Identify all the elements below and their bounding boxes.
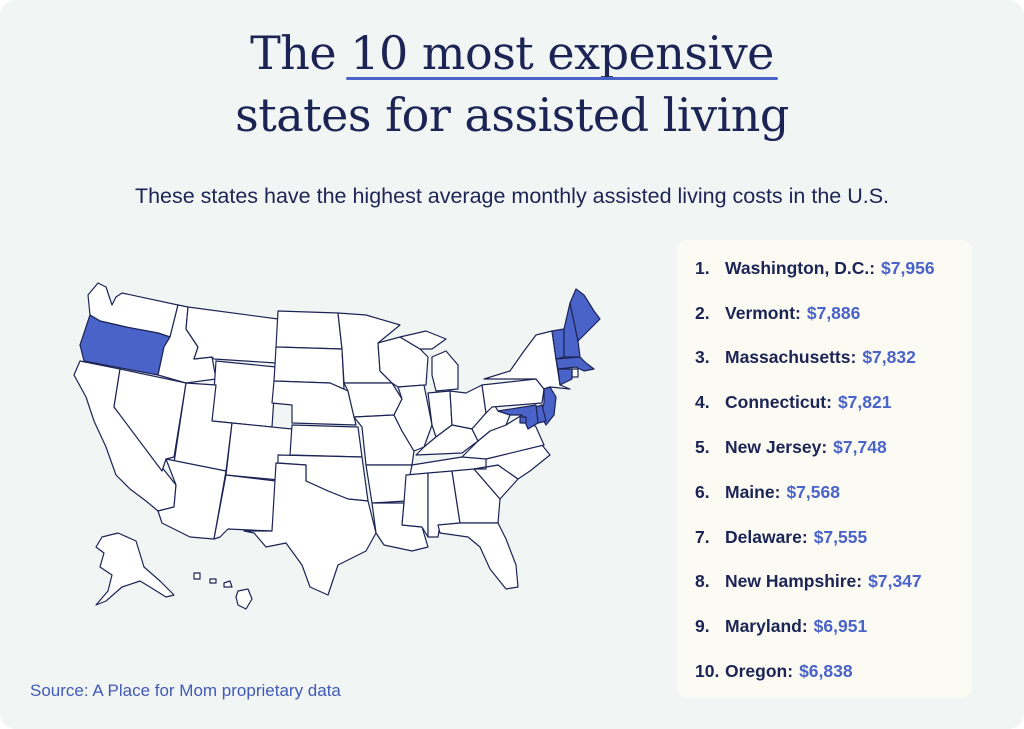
state-north-dakota (275, 310, 343, 350)
state-name: Oregon: (725, 661, 794, 681)
list-item: 10. Oregon: $6,838 (695, 661, 853, 682)
state-georgia (451, 468, 501, 524)
state-connecticut (557, 368, 573, 386)
list-item: 7. Delaware: $7,555 (695, 527, 867, 548)
list-item: 8. New Hampshire: $7,347 (695, 571, 922, 592)
state-kansas (289, 424, 363, 458)
list-item: 1. Washington, D.C.: $7,956 (695, 258, 935, 279)
ranking-list: 1. Washington, D.C.: $7,956 2. Vermont: $7,8… (677, 240, 972, 698)
title-highlight-text: 10 most expensive (350, 26, 774, 80)
cost-value: $7,748 (833, 437, 887, 457)
state-michigan (399, 330, 459, 392)
state-iowa (343, 382, 403, 418)
state-nebraska (271, 380, 357, 426)
rank-number: 7. (695, 527, 710, 547)
state-name: Vermont: (725, 303, 801, 323)
list-item: 5. New Jersey: $7,748 (695, 437, 887, 458)
list-item: 2. Vermont: $7,886 (695, 303, 860, 324)
cost-value: $7,956 (881, 258, 935, 278)
rank-number: 6. (695, 482, 710, 502)
title-highlight: 10 most expensive (346, 22, 778, 84)
state-hawaii (193, 572, 253, 610)
state-name: Delaware: (725, 527, 808, 547)
list-item: 4. Connecticut: $7,821 (695, 392, 891, 413)
list-item: 6. Maine: $7,568 (695, 482, 840, 503)
rank-number: 4. (695, 392, 710, 412)
state-name: Connecticut: (725, 392, 832, 412)
state-name: New Hampshire: (725, 571, 863, 591)
title-prefix: The (250, 26, 351, 80)
us-map (73, 282, 601, 610)
title-line-2: states for assisted living (235, 88, 789, 142)
cost-value: $6,951 (813, 616, 868, 636)
state-wyoming (211, 360, 277, 428)
cost-value: $7,347 (868, 571, 922, 591)
state-kentucky (415, 424, 479, 456)
title-line-1: The 10 most expensive (0, 22, 1024, 84)
state-name: Massachusetts: (725, 347, 857, 367)
source-note: Source: A Place for Mom proprietary data (30, 681, 341, 700)
rank-number: 5. (695, 437, 710, 457)
state-rhode-island (571, 368, 579, 378)
state-name: Maryland: (725, 616, 808, 636)
title-underline (346, 77, 778, 80)
state-alaska (95, 532, 175, 606)
cost-value: $7,832 (862, 347, 916, 367)
state-florida (437, 522, 519, 590)
list-item: 9. Maryland: $6,951 (695, 616, 867, 637)
cost-value: $7,821 (837, 392, 892, 412)
state-maine (569, 288, 601, 342)
state-name: New Jersey: (725, 437, 828, 457)
cost-value: $6,838 (799, 661, 853, 681)
state-illinois (393, 384, 433, 452)
rank-number: 9. (695, 616, 710, 636)
list-item: 3. Massachusetts: $7,832 (695, 347, 916, 368)
state-texas (243, 462, 377, 596)
rank-number: 3. (695, 347, 710, 367)
state-washington-dc (519, 416, 527, 424)
rank-number: 10. (695, 661, 720, 681)
state-name: Maine: (725, 482, 781, 502)
state-maryland (497, 404, 539, 430)
rank-number: 2. (695, 303, 710, 323)
rank-number: 1. (695, 258, 710, 278)
subtitle: These states have the highest average mo… (134, 184, 890, 208)
rank-number: 8. (695, 571, 710, 591)
cost-value: $7,568 (786, 482, 840, 502)
state-montana (185, 306, 279, 364)
cost-value: $7,555 (813, 527, 868, 547)
state-name: Washington, D.C.: (725, 258, 876, 278)
cost-value: $7,886 (806, 303, 861, 323)
state-new-hampshire (563, 302, 581, 358)
page-title: The 10 most expensive states for assiste… (0, 22, 1024, 146)
state-north-carolina (473, 444, 551, 480)
